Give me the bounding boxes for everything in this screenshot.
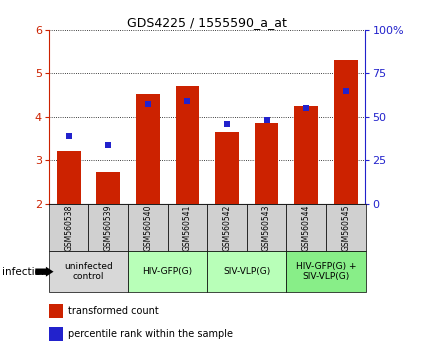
Text: GSM560541: GSM560541 xyxy=(183,204,192,251)
Text: GSM560545: GSM560545 xyxy=(341,204,350,251)
Bar xyxy=(49,251,128,292)
Bar xyxy=(326,204,366,251)
Bar xyxy=(286,251,366,292)
Text: GSM560539: GSM560539 xyxy=(104,204,113,251)
Bar xyxy=(176,86,199,204)
Bar xyxy=(136,94,160,204)
Title: GDS4225 / 1555590_a_at: GDS4225 / 1555590_a_at xyxy=(127,16,287,29)
Bar xyxy=(49,204,88,251)
Text: transformed count: transformed count xyxy=(68,306,159,316)
Bar xyxy=(286,204,326,251)
Bar xyxy=(49,327,63,342)
Bar xyxy=(88,204,128,251)
Text: HIV-GFP(G): HIV-GFP(G) xyxy=(142,267,193,276)
Text: percentile rank within the sample: percentile rank within the sample xyxy=(68,329,233,339)
Bar xyxy=(128,204,167,251)
Bar xyxy=(167,204,207,251)
Bar xyxy=(49,304,63,319)
Text: GSM560543: GSM560543 xyxy=(262,204,271,251)
Bar xyxy=(57,151,80,204)
Bar xyxy=(207,204,247,251)
Text: GSM560540: GSM560540 xyxy=(143,204,152,251)
Bar xyxy=(96,172,120,204)
Bar xyxy=(247,204,286,251)
Text: GSM560538: GSM560538 xyxy=(64,204,73,251)
Text: GSM560542: GSM560542 xyxy=(222,204,232,251)
Text: GSM560544: GSM560544 xyxy=(302,204,311,251)
Text: uninfected
control: uninfected control xyxy=(64,262,113,281)
Bar xyxy=(215,132,239,204)
Text: infection: infection xyxy=(2,267,48,277)
Bar xyxy=(294,106,318,204)
Text: SIV-VLP(G): SIV-VLP(G) xyxy=(223,267,270,276)
Text: HIV-GFP(G) +
SIV-VLP(G): HIV-GFP(G) + SIV-VLP(G) xyxy=(296,262,356,281)
Bar xyxy=(128,251,207,292)
Bar xyxy=(334,59,357,204)
Bar xyxy=(207,251,286,292)
Bar xyxy=(255,123,278,204)
